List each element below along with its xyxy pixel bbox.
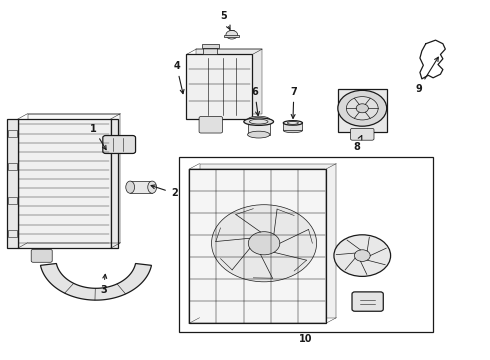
FancyBboxPatch shape: [350, 129, 374, 140]
Text: 3: 3: [100, 274, 107, 295]
Ellipse shape: [244, 118, 273, 125]
Ellipse shape: [247, 131, 270, 138]
Bar: [111, 119, 118, 248]
FancyBboxPatch shape: [103, 135, 136, 153]
Text: 10: 10: [299, 334, 313, 344]
Circle shape: [226, 31, 238, 39]
Circle shape: [338, 90, 387, 126]
Circle shape: [356, 104, 368, 113]
Polygon shape: [199, 163, 336, 318]
Circle shape: [334, 235, 391, 276]
Polygon shape: [338, 89, 387, 132]
Bar: [7, 119, 18, 248]
Ellipse shape: [247, 116, 270, 123]
FancyBboxPatch shape: [199, 117, 222, 133]
Circle shape: [354, 250, 370, 261]
Bar: [179, 157, 433, 332]
Bar: [27, 114, 121, 243]
FancyBboxPatch shape: [352, 292, 383, 311]
Ellipse shape: [283, 128, 302, 133]
Text: 7: 7: [291, 87, 297, 118]
Text: 1: 1: [90, 123, 106, 150]
Polygon shape: [130, 181, 152, 193]
Circle shape: [248, 232, 280, 255]
Circle shape: [212, 205, 317, 282]
Bar: [189, 169, 326, 323]
Text: 8: 8: [353, 135, 362, 152]
Bar: [203, 48, 217, 54]
FancyBboxPatch shape: [31, 249, 52, 262]
Ellipse shape: [148, 181, 157, 193]
Ellipse shape: [126, 181, 135, 193]
Polygon shape: [41, 264, 151, 300]
Text: 6: 6: [251, 87, 260, 116]
Bar: [186, 54, 252, 119]
Text: 5: 5: [220, 12, 230, 30]
Text: 2: 2: [151, 185, 177, 198]
Bar: [8, 163, 17, 170]
Bar: [224, 35, 239, 37]
Polygon shape: [247, 120, 270, 135]
Bar: [8, 130, 17, 137]
Bar: [8, 197, 17, 204]
Text: 4: 4: [173, 61, 184, 94]
Circle shape: [346, 96, 378, 120]
Ellipse shape: [283, 121, 302, 125]
Bar: [18, 119, 111, 248]
Bar: [8, 230, 17, 237]
Text: 9: 9: [415, 57, 439, 94]
Polygon shape: [283, 123, 302, 130]
Polygon shape: [196, 49, 262, 114]
Bar: [201, 44, 219, 48]
